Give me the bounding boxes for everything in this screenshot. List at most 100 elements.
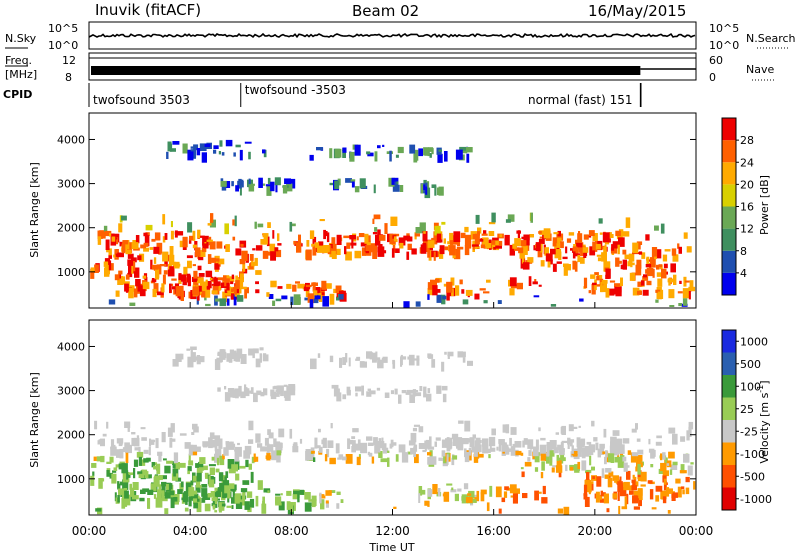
- range-cell: [319, 492, 322, 504]
- range-cell: [256, 390, 262, 396]
- range-cell: [203, 444, 208, 448]
- range-cell: [670, 464, 678, 470]
- range-cell: [427, 452, 432, 456]
- colorbar-tick-label: 100: [740, 380, 761, 393]
- range-cell: [330, 423, 333, 429]
- range-cell: [267, 222, 271, 228]
- range-cell: [232, 391, 237, 398]
- range-cell: [172, 141, 180, 145]
- range-cell: [125, 240, 130, 250]
- range-cell: [216, 457, 219, 466]
- range-cell: [109, 456, 114, 463]
- range-cell: [325, 501, 329, 508]
- range-cell: [434, 225, 441, 236]
- range-cell: [349, 151, 355, 162]
- range-cell: [114, 237, 118, 240]
- range-cell: [556, 454, 560, 461]
- range-cell: [462, 299, 469, 305]
- range-cell: [268, 294, 274, 299]
- range-cell: [329, 293, 335, 305]
- range-cell: [240, 286, 247, 290]
- range-cell: [614, 439, 620, 449]
- range-cell: [521, 257, 525, 264]
- range-cell: [253, 453, 256, 463]
- range-cell: [444, 246, 449, 251]
- range-cell: [231, 464, 238, 472]
- range-cell: [138, 473, 145, 479]
- range-cell: [560, 442, 564, 453]
- range-cell: [610, 436, 617, 447]
- range-cell: [539, 444, 547, 454]
- range-cell: [407, 356, 411, 360]
- range-cell: [483, 291, 490, 294]
- range-cell: [475, 214, 480, 224]
- range-cell: [579, 298, 584, 302]
- range-cell: [169, 283, 172, 294]
- range-cell: [533, 446, 539, 457]
- range-cell: [621, 506, 628, 510]
- range-cell: [196, 464, 203, 473]
- range-cell: [660, 462, 667, 472]
- range-cell: [646, 280, 652, 286]
- range-cell: [553, 447, 559, 454]
- range-cell: [231, 287, 235, 297]
- range-cell: [579, 448, 582, 457]
- range-cell: [381, 443, 387, 451]
- range-cell: [216, 241, 223, 249]
- range-cell: [438, 488, 441, 497]
- range-cell: [304, 492, 311, 500]
- range-cell: [438, 249, 444, 259]
- range-cell: [175, 353, 182, 362]
- freq-label-1: Freq.: [5, 54, 32, 67]
- range-cell: [180, 291, 184, 301]
- range-cell: [345, 454, 353, 464]
- range-cell: [418, 426, 424, 433]
- range-cell: [270, 181, 275, 192]
- range-cell: [320, 495, 326, 499]
- range-cell: [560, 448, 564, 456]
- colorbar-tick-label: 12: [740, 223, 754, 236]
- range-cell: [609, 280, 616, 283]
- range-cell: [119, 241, 124, 247]
- range-cell: [125, 249, 132, 255]
- range-cell: [592, 476, 595, 479]
- y-tick-label: 4000: [57, 340, 85, 353]
- colorbar-tick-label: 500: [740, 358, 761, 371]
- range-cell: [231, 274, 235, 279]
- range-cell: [255, 358, 261, 368]
- range-cell: [558, 251, 562, 260]
- range-cell: [132, 240, 136, 244]
- range-cell: [219, 298, 226, 307]
- range-cell: [205, 303, 211, 307]
- range-cell: [286, 183, 293, 192]
- range-cell: [379, 359, 383, 367]
- range-cell: [594, 272, 599, 276]
- range-cell: [255, 289, 260, 294]
- range-cell: [106, 470, 110, 477]
- range-cell: [479, 239, 484, 242]
- range-cell: [540, 243, 543, 253]
- range-cell: [314, 287, 321, 296]
- range-cell: [234, 449, 237, 452]
- range-cell: [266, 292, 270, 297]
- range-cell: [346, 389, 351, 396]
- range-cell: [424, 187, 431, 199]
- range-cell: [211, 283, 215, 286]
- range-cell: [140, 427, 146, 430]
- range-cell: [210, 213, 214, 223]
- range-cell: [123, 447, 130, 451]
- range-cell: [117, 252, 124, 258]
- range-cell: [407, 451, 413, 455]
- range-cell: [640, 280, 645, 286]
- range-cell: [596, 276, 600, 281]
- range-cell: [316, 147, 323, 151]
- range-cell: [211, 456, 215, 461]
- range-cell: [345, 178, 352, 183]
- range-cell: [217, 277, 224, 281]
- range-cell: [157, 489, 162, 500]
- range-cell: [351, 237, 354, 249]
- range-cell: [255, 245, 263, 251]
- range-cell: [286, 501, 291, 510]
- colorbar-step: [722, 352, 736, 375]
- range-cell: [131, 257, 137, 263]
